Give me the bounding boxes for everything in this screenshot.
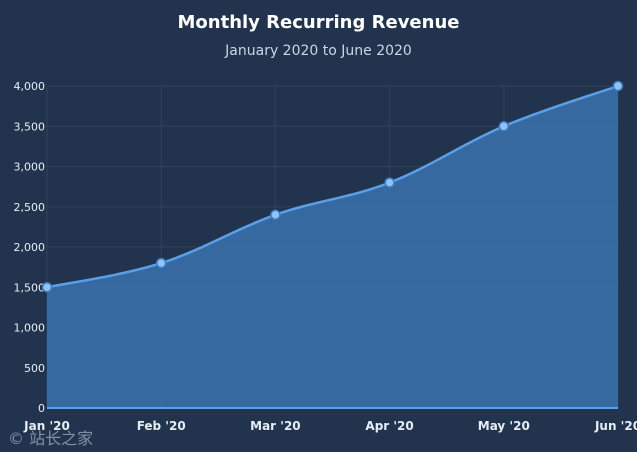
chart-title: Monthly Recurring Revenue <box>177 12 460 33</box>
data-point <box>384 177 395 188</box>
x-tick-label: Jan '20 <box>23 419 70 433</box>
y-tick-label: 4,000 <box>14 80 46 93</box>
y-tick-label: 2,500 <box>14 201 46 214</box>
x-tick-label: Feb '20 <box>137 419 186 433</box>
data-point <box>498 121 510 132</box>
y-tick-label: 2,000 <box>14 241 46 254</box>
x-tick-label: Mar '20 <box>250 419 301 433</box>
data-point <box>41 282 53 293</box>
x-tick-label: Apr '20 <box>365 419 413 433</box>
data-point <box>155 257 167 269</box>
watermark: © 站长之家 <box>8 429 94 448</box>
data-point <box>612 80 624 92</box>
x-tick-label: Jun '20 <box>594 419 637 433</box>
series-line <box>46 84 619 289</box>
data-point <box>270 209 281 221</box>
y-tick-label: 3,500 <box>14 120 46 133</box>
area-fill <box>47 86 618 408</box>
y-tick-label: 1,500 <box>14 281 46 294</box>
x-tick-label: May '20 <box>478 419 530 433</box>
chart-subtitle: January 2020 to June 2020 <box>225 43 412 59</box>
y-tick-label: 1,000 <box>14 322 46 335</box>
y-tick-label: 500 <box>24 362 45 375</box>
y-tick-label: 0 <box>38 402 45 415</box>
y-tick-label: 3,000 <box>14 161 46 174</box>
